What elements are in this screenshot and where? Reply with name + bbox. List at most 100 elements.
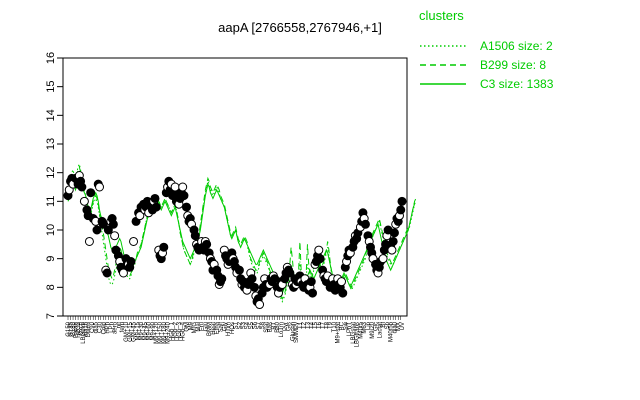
x-tick-label: G135 <box>69 321 75 336</box>
x-tick-label: HGb_1 <box>169 321 175 341</box>
data-point <box>388 236 398 246</box>
x-tick-label: S2 <box>237 321 243 329</box>
data-point <box>389 228 399 238</box>
data-point <box>285 268 295 278</box>
x-tick-label: S4 <box>245 321 251 329</box>
y-tick-label: 15 <box>45 81 57 93</box>
x-tick-label: G180 <box>71 321 77 336</box>
x-tick-label: LPhT <box>347 322 353 337</box>
x-tick-label: G150 <box>66 321 72 336</box>
x-tick-label: LoTm <box>279 322 285 337</box>
x-tick-label: HOs <box>230 322 236 334</box>
x-tick-label: S7 <box>256 321 262 329</box>
data-point <box>387 245 397 255</box>
x-tick-label: M9+90 <box>150 321 156 340</box>
x-tick-label: LBGexp <box>81 321 87 343</box>
data-point <box>247 274 257 284</box>
legend-label: A1506 size: 2 <box>480 39 553 53</box>
data-point <box>337 277 347 287</box>
x-tick-label: Stat <box>264 322 270 333</box>
x-tick-label: Mal <box>196 322 202 332</box>
x-tick-label: T10 <box>332 321 338 332</box>
x-tick-label: Cold <box>101 322 107 334</box>
x-tick-label: Oxctl <box>79 322 85 336</box>
x-tick-label: T6 <box>317 321 323 329</box>
x-tick-label: M40t5 <box>358 321 364 338</box>
x-tick-label: LBGstat <box>351 322 357 344</box>
x-tick-label: Glucon <box>290 322 296 341</box>
x-tick-label: dia15 <box>84 321 90 336</box>
x-tick-label: LBGtrans <box>355 322 361 347</box>
x-tick-label: M9+60 <box>147 321 153 340</box>
x-tick-label: M/G <box>192 322 198 334</box>
x-tick-label: T7 <box>321 321 327 329</box>
data-point <box>79 196 89 206</box>
legend-label: B299 size: 8 <box>480 58 546 72</box>
y-tick-label: 8 <box>45 284 57 290</box>
data-point <box>190 231 200 241</box>
data-point <box>150 193 160 203</box>
data-point <box>202 239 212 249</box>
x-tick-label: T1 <box>298 321 304 329</box>
data-point <box>315 254 325 264</box>
x-tick-label: Diami <box>86 322 92 337</box>
data-point <box>102 268 112 278</box>
y-tick-label: 16 <box>45 52 57 64</box>
x-tick-label: BMM <box>207 322 213 336</box>
x-tick-label: HGb_4 <box>181 321 187 341</box>
x-tick-label: Glu <box>203 322 209 331</box>
x-tick-label: BI <box>381 322 387 328</box>
x-tick-label: T4 <box>309 321 315 329</box>
x-tick-label: H2O2 <box>76 321 82 337</box>
legend-title: clusters <box>419 8 464 23</box>
data-point <box>378 254 388 264</box>
x-tick-label: S8 <box>260 321 266 329</box>
x-tick-label: S5 <box>249 321 255 329</box>
data-point <box>250 282 260 292</box>
x-tick-label: BT <box>271 322 277 330</box>
x-tick-label: S3 <box>241 321 247 329</box>
x-tick-label: Paraq <box>74 322 80 338</box>
x-tick-label: BC <box>340 321 346 330</box>
x-tick-label: T3 <box>305 321 311 329</box>
x-tick-label: M9+45 <box>143 321 149 340</box>
x-tick-label: M9+150 <box>158 321 164 344</box>
x-tick-label: M9 <box>188 321 194 330</box>
x-tick-label: dia0 <box>392 321 398 333</box>
plot-frame <box>62 57 408 317</box>
x-tick-label: S1 <box>234 321 240 329</box>
data-point <box>234 265 244 275</box>
data-point <box>118 268 128 278</box>
data-point <box>170 182 180 192</box>
y-tick-label: 9 <box>45 256 57 262</box>
x-tick-label: S6 <box>253 321 259 329</box>
legend-label: C3 size: 1383 <box>480 77 554 91</box>
x-tick-label: Lip <box>366 321 372 330</box>
x-tick-label: Glc <box>374 322 380 331</box>
data-point <box>108 219 118 229</box>
x-tick-label: T2 <box>302 321 308 329</box>
y-tick-label: 7 <box>45 313 57 319</box>
data-point <box>110 231 120 241</box>
x-tick-label: fern <box>120 322 126 332</box>
y-tick-label: 12 <box>45 167 57 179</box>
x-tick-label: HTim <box>226 322 232 336</box>
x-tick-label: nit <box>116 322 122 329</box>
data-point <box>178 182 188 192</box>
x-tick-label: HPh <box>105 322 111 334</box>
legend: clusters A1506 size: 2 B299 size: 8 C3 siz… <box>419 8 554 91</box>
data-point <box>98 219 108 229</box>
data-point <box>308 288 318 298</box>
y-tick-label: 11 <box>45 196 57 207</box>
data-point <box>181 202 191 212</box>
x-tick-label: GM <box>184 322 190 332</box>
data-point <box>86 188 96 198</box>
x-tick-label: aero <box>113 321 119 334</box>
x-tick-label: Heat <box>211 322 217 335</box>
data-points <box>63 171 407 310</box>
data-point <box>77 182 87 192</box>
data-point <box>306 277 316 287</box>
x-tick-label: C90 <box>90 321 96 333</box>
chart-title: aapA [2766558,2767946,+1] <box>218 20 382 35</box>
